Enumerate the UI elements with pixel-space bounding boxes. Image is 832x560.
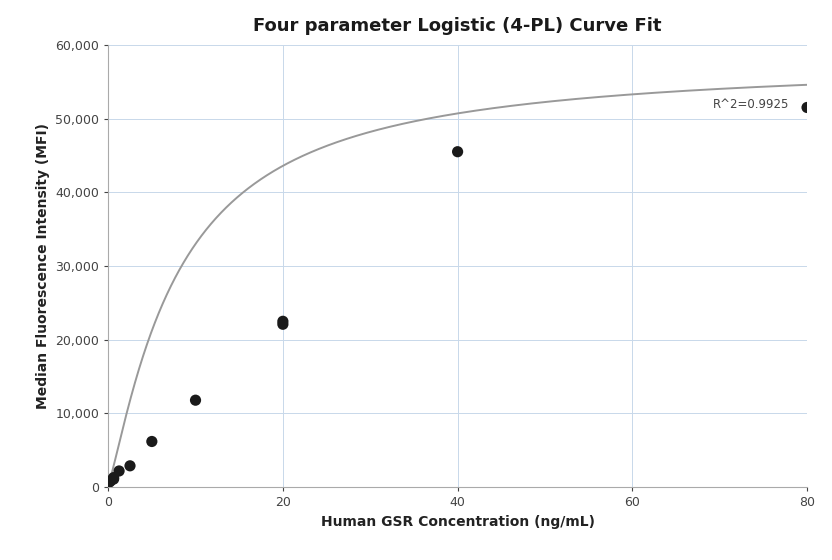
Point (123, 461, 136, 470)
Point (800, 103, 814, 112)
Point (451, 147, 464, 156)
Title: Four parameter Logistic (4-PL) Curve Fit: Four parameter Logistic (4-PL) Curve Fit (254, 17, 661, 35)
Point (104, 476, 117, 485)
Point (276, 317, 290, 326)
X-axis label: Human GSR Concentration (ng/mL): Human GSR Concentration (ng/mL) (320, 515, 595, 529)
Point (107, 473, 121, 482)
Point (146, 437, 159, 446)
Text: R^2=0.9925: R^2=0.9925 (713, 98, 790, 111)
Point (189, 396, 202, 405)
Point (107, 475, 121, 484)
Point (103, 478, 116, 487)
Point (112, 466, 126, 475)
Point (276, 320, 290, 329)
Y-axis label: Median Fluorescence Intensity (MFI): Median Fluorescence Intensity (MFI) (36, 123, 50, 409)
